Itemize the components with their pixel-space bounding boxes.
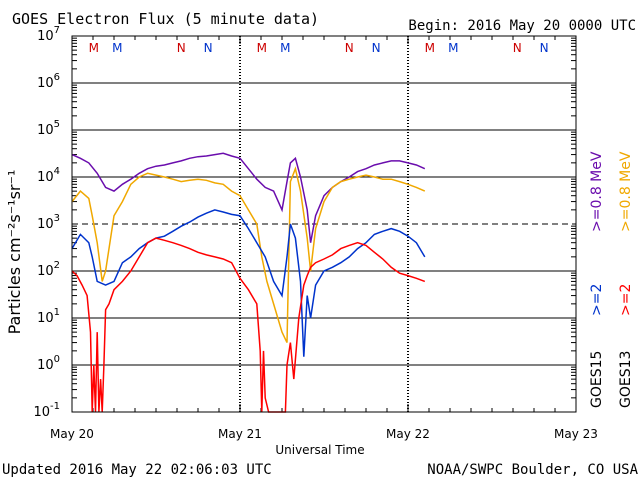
y-tick-labels: 107 106 105 104 103 102 101 100 10-1	[33, 25, 60, 420]
y-tick-label: 105	[37, 119, 60, 138]
legend-goes13-2mev: >=2	[618, 284, 634, 316]
y-tick-label: 104	[37, 166, 60, 185]
marker-letter: N	[204, 41, 213, 55]
marker-letter: N	[513, 41, 522, 55]
marker-letter: M	[112, 41, 122, 55]
updated-timestamp: Updated 2016 May 22 02:06:03 UTC	[2, 462, 272, 478]
x-tick-label: May 23	[554, 427, 598, 441]
y-axis-label: Particles cm⁻²s⁻¹sr⁻¹	[5, 170, 24, 335]
marker-letter: M	[280, 41, 290, 55]
y-tick-label: 102	[37, 260, 60, 279]
x-tick-label: May 20	[50, 427, 94, 441]
grid-lines	[72, 36, 576, 412]
marker-letter: N	[540, 41, 549, 55]
y-tick-label: 107	[37, 25, 60, 44]
y-tick-label: 103	[37, 213, 60, 232]
x-tick-labels: May 20 May 21 May 22 May 23	[50, 427, 598, 441]
marker-letter: N	[372, 41, 381, 55]
y-tick-label: 106	[37, 72, 60, 91]
chart-title: GOES Electron Flux (5 minute data)	[12, 10, 319, 28]
marker-letter: M	[448, 41, 458, 55]
y-tick-label: 10-1	[33, 401, 60, 420]
x-tick-label: May 22	[386, 427, 430, 441]
begin-date: Begin: 2016 May 20 0000 UTC	[408, 18, 636, 34]
series-line	[71, 152, 426, 243]
series-line	[71, 166, 426, 343]
legend-goes13-08mev: >=0.8 MeV	[618, 151, 634, 232]
plot-frame	[71, 35, 577, 413]
legend-goes15-08mev: >=0.8 MeV	[589, 151, 605, 232]
marker-letter: M	[425, 41, 435, 55]
legend-goes15-label: GOES15	[589, 351, 605, 408]
y-tick-label: 101	[37, 307, 60, 326]
marker-letter: M	[89, 41, 99, 55]
series-line	[71, 209, 426, 357]
series-line	[71, 237, 426, 413]
marker-letter: M	[257, 41, 267, 55]
x-tick-label: May 21	[218, 427, 262, 441]
source-credit: NOAA/SWPC Boulder, CO USA	[427, 462, 638, 478]
x-axis-label: Universal Time	[275, 443, 364, 457]
legend-goes13-label: GOES13	[618, 351, 634, 408]
series-lines	[71, 152, 426, 413]
legend: >=0.8 MeV >=2 GOES15 >=0.8 MeV >=2 GOES13	[589, 151, 634, 408]
marker-letter: N	[177, 41, 186, 55]
marker-letter: N	[345, 41, 354, 55]
legend-goes15-2mev: >=2	[589, 284, 605, 316]
y-tick-label: 100	[37, 354, 60, 373]
